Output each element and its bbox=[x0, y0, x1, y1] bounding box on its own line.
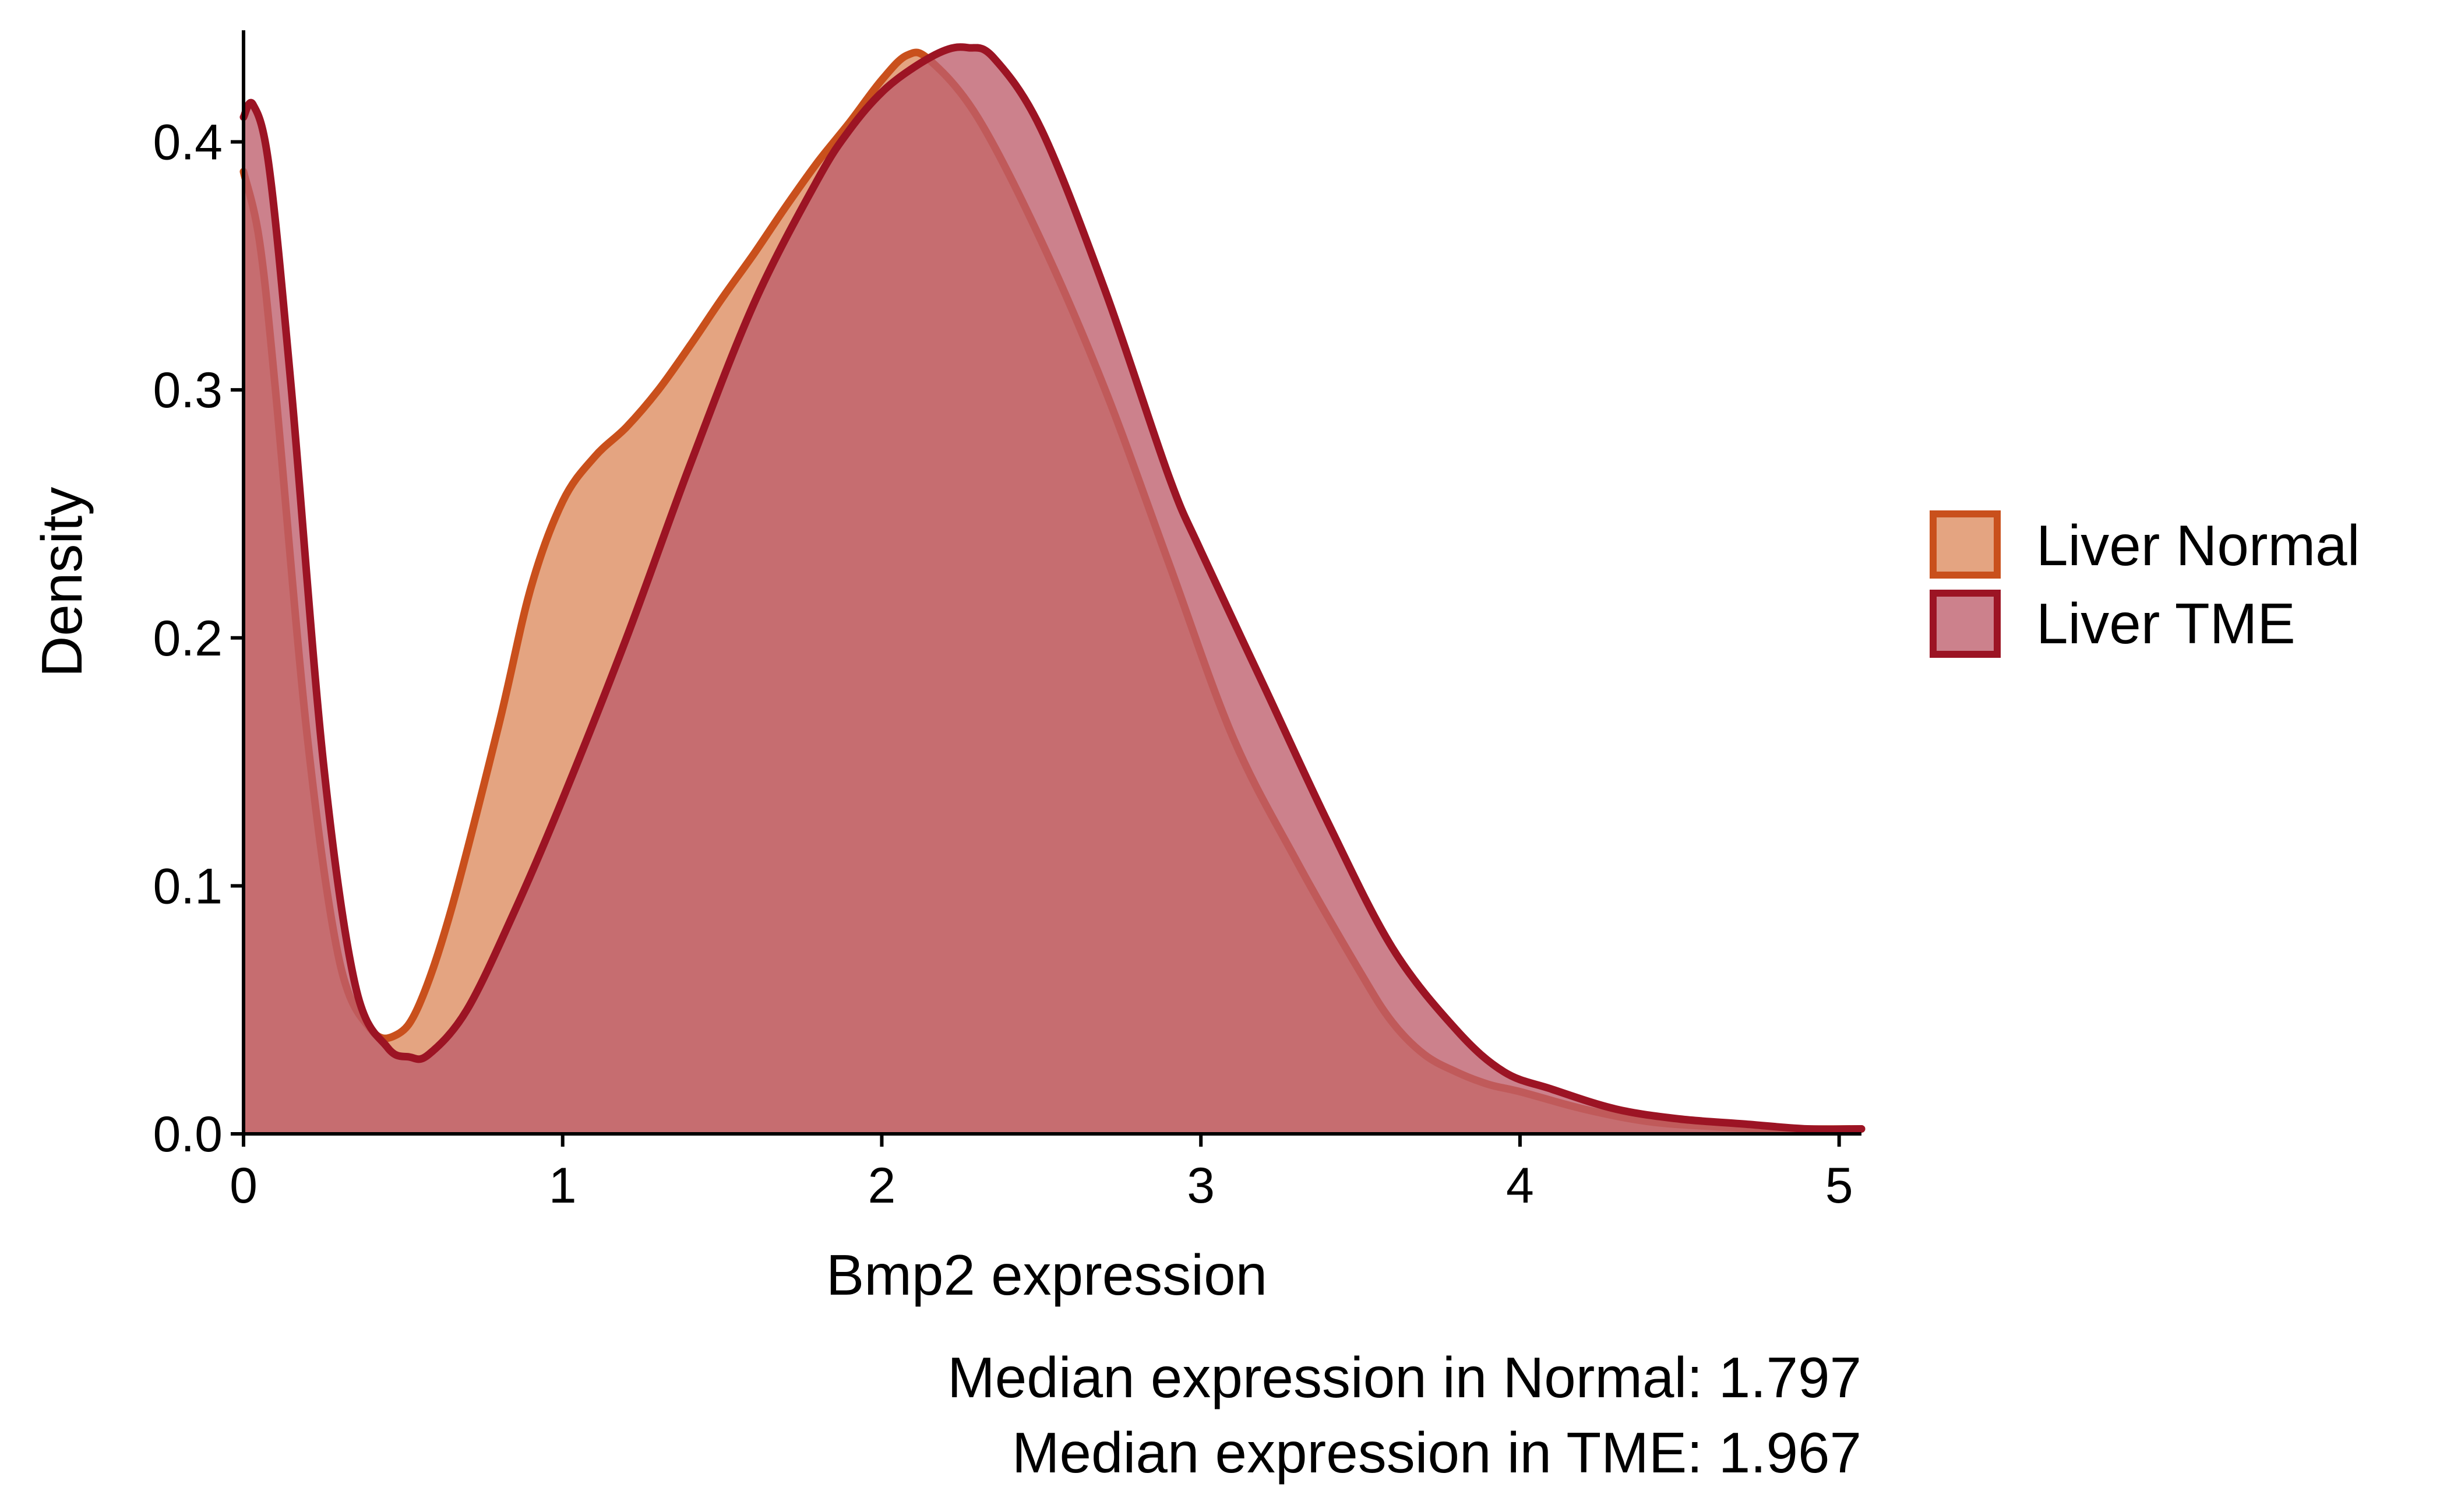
legend-swatch-liver-normal bbox=[1930, 510, 2001, 579]
legend-label-liver-normal: Liver Normal bbox=[2036, 513, 2360, 577]
y-axis-title: Density bbox=[30, 487, 94, 678]
legend-swatch-liver-tme bbox=[1930, 590, 2001, 658]
caption-median-normal: Median expression in Normal: 1.797 bbox=[947, 1345, 1861, 1409]
x-tick-label: 4 bbox=[1506, 1158, 1534, 1214]
y-tick-label: 0.4 bbox=[153, 115, 223, 171]
x-axis-title: Bmp2 expression bbox=[826, 1243, 1267, 1307]
y-tick-label: 0.2 bbox=[153, 611, 223, 667]
y-ticks: 0.0 0.1 0.2 0.3 0.4 bbox=[153, 115, 244, 1162]
x-tick-label: 2 bbox=[868, 1158, 896, 1214]
legend-label-liver-tme: Liver TME bbox=[2036, 591, 2296, 655]
density-area-liver-tme bbox=[244, 47, 1861, 1134]
x-tick-label: 0 bbox=[230, 1158, 258, 1214]
x-ticks: 0 1 2 3 4 5 bbox=[230, 1134, 1853, 1214]
x-tick-label: 3 bbox=[1187, 1158, 1215, 1214]
x-tick-label: 1 bbox=[549, 1158, 577, 1214]
caption-median-tme: Median expression in TME: 1.967 bbox=[1012, 1421, 1861, 1485]
density-line-liver-tme bbox=[239, 43, 1866, 1133]
y-tick-label: 0.0 bbox=[153, 1106, 223, 1162]
density-areas bbox=[239, 43, 1866, 1134]
axes bbox=[242, 30, 1861, 1136]
y-tick-label: 0.3 bbox=[153, 362, 223, 418]
legend: Liver Normal Liver TME bbox=[1930, 510, 2360, 658]
x-tick-label: 5 bbox=[1825, 1158, 1853, 1214]
y-tick-label: 0.1 bbox=[153, 858, 223, 914]
